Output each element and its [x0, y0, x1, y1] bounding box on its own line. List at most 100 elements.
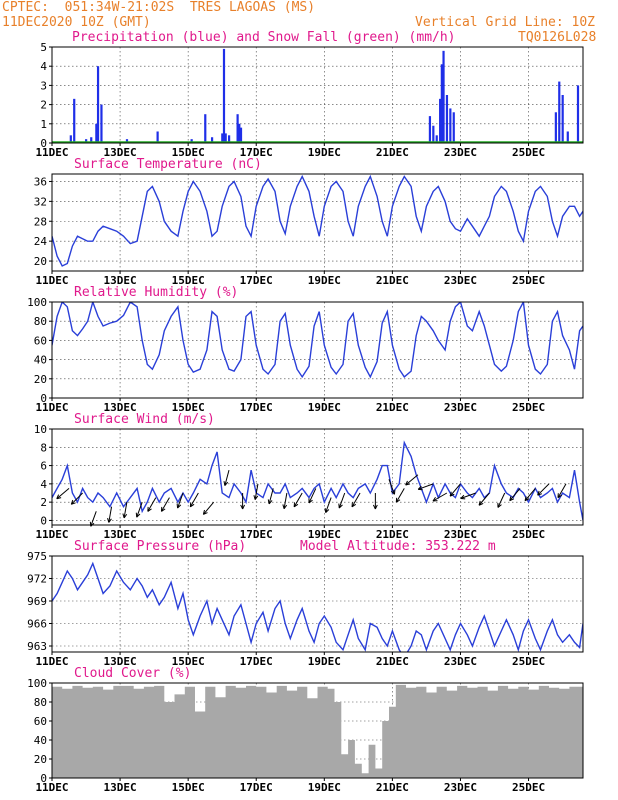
x-tick-label: 13DEC: [104, 146, 137, 159]
precip-bar: [221, 133, 224, 143]
wind-arrow-shaft: [283, 492, 288, 509]
wind-arrow-head: [308, 499, 313, 504]
x-tick-label: 15DEC: [172, 528, 205, 541]
wind-arrow-shaft: [147, 497, 157, 512]
wind-arrow-head: [497, 504, 502, 508]
wind-arrow-head: [202, 509, 205, 515]
wind-arrow: [160, 497, 170, 512]
x-tick-label: 15DEC: [172, 401, 205, 414]
temperature-line: [52, 174, 583, 267]
y-tick-label: 2: [40, 496, 47, 509]
y-tick-label: 20: [34, 753, 47, 766]
wind-arrow-shaft: [177, 492, 184, 509]
wind-arrow-head: [177, 504, 182, 509]
x-tick-label: 17DEC: [240, 655, 273, 668]
panel-title: Surface Temperature (nC): [74, 157, 262, 172]
wind-arrow-shaft: [268, 488, 274, 505]
y-tick-label: 0: [40, 392, 47, 405]
wind-line: [52, 440, 583, 521]
x-tick-label: 13DEC: [104, 274, 137, 287]
precip-bar: [452, 112, 455, 143]
wind-arrow-head: [203, 512, 208, 515]
x-tick-label: 17DEC: [240, 528, 273, 541]
wind-arrow: [293, 492, 303, 508]
wind-arrow-head: [268, 500, 273, 505]
x-tick-label: 19DEC: [308, 274, 341, 287]
wind-arrow-head: [509, 496, 512, 501]
wind-arrow-head: [396, 499, 401, 503]
x-tick-label: 25DEC: [512, 401, 545, 414]
wind-arrow-shaft: [56, 488, 70, 500]
wind-arrow: [557, 483, 567, 499]
x-tick-label: 11DEC: [35, 528, 68, 541]
wind-arrow: [497, 492, 506, 508]
wind-arrow-shaft: [388, 479, 395, 495]
init-time: 11DEC2020 10Z (GMT): [2, 15, 151, 30]
y-tick-label: 4: [40, 60, 47, 73]
precip-bar: [95, 123, 98, 143]
wind-arrow-head: [432, 496, 436, 502]
wind-arrow-shaft: [418, 483, 434, 490]
x-tick-label: 13DEC: [104, 401, 137, 414]
wind-arrow-head: [351, 503, 357, 508]
wind-arrow-shaft: [460, 492, 476, 499]
wind-arrow-head: [108, 518, 112, 523]
wind-arrow-head: [56, 497, 62, 500]
x-tick-label: 23DEC: [444, 274, 477, 287]
precip-bar: [228, 135, 231, 143]
wind-arrow-head: [405, 480, 408, 486]
x-tick-label: 11DEC: [35, 146, 68, 159]
wind-arrow-head: [282, 504, 285, 509]
x-tick-label: 23DEC: [444, 401, 477, 414]
x-tick-label: 19DEC: [308, 401, 341, 414]
y-tick-label: 5: [40, 41, 47, 54]
precip-bar: [238, 123, 241, 143]
wind-arrow-head: [70, 499, 74, 505]
precip-bar: [125, 139, 129, 143]
precip-bar: [554, 112, 557, 143]
wind-arrow-head: [107, 518, 110, 523]
y-tick-label: 966: [27, 618, 47, 631]
x-tick-label: 21DEC: [376, 655, 409, 668]
y-tick-label: 80: [34, 315, 47, 328]
x-tick-label: 17DEC: [240, 401, 273, 414]
wind-arrow: [509, 488, 521, 502]
precip-bar: [561, 95, 564, 143]
y-tick-label: 100: [27, 677, 47, 690]
precip-bar: [576, 85, 580, 143]
wind-arrow: [267, 488, 274, 505]
precip-bar: [85, 139, 88, 143]
wind-arrow-shaft: [395, 488, 405, 503]
x-tick-label: 25DEC: [512, 781, 545, 794]
y-tick-label: 100: [27, 296, 47, 309]
precip-bar: [190, 139, 193, 143]
x-tick-label: 23DEC: [444, 781, 477, 794]
x-tick-label: 21DEC: [376, 146, 409, 159]
y-tick-label: 80: [34, 696, 47, 709]
y-tick-label: 6: [40, 460, 47, 473]
y-tick-label: 1: [40, 118, 47, 131]
x-tick-label: 17DEC: [240, 146, 273, 159]
precip-bar: [442, 50, 445, 144]
y-tick-label: 0: [40, 137, 47, 150]
x-tick-label: 23DEC: [444, 528, 477, 541]
wind-arrow-shaft: [308, 488, 317, 504]
wind-arrow: [122, 502, 128, 519]
wind-arrow-head: [478, 500, 481, 506]
wind-arrow-head: [267, 499, 270, 504]
wind-arrow-shaft: [557, 483, 567, 498]
y-tick-label: 28: [34, 215, 47, 228]
precip-bar: [69, 135, 72, 143]
x-tick-label: 13DEC: [104, 781, 137, 794]
wind-arrow: [147, 497, 157, 512]
wind-arrow: [56, 488, 70, 500]
x-tick-label: 19DEC: [308, 655, 341, 668]
y-tick-label: 40: [34, 734, 47, 747]
precip-bar: [428, 116, 432, 143]
wind-arrow-head: [449, 493, 455, 497]
wind-arrow-shaft: [224, 470, 230, 486]
wind-arrow-head: [524, 498, 530, 502]
x-tick-label: 25DEC: [512, 655, 545, 668]
panel-annotation: Model Altitude: 353.222 m: [300, 539, 496, 554]
